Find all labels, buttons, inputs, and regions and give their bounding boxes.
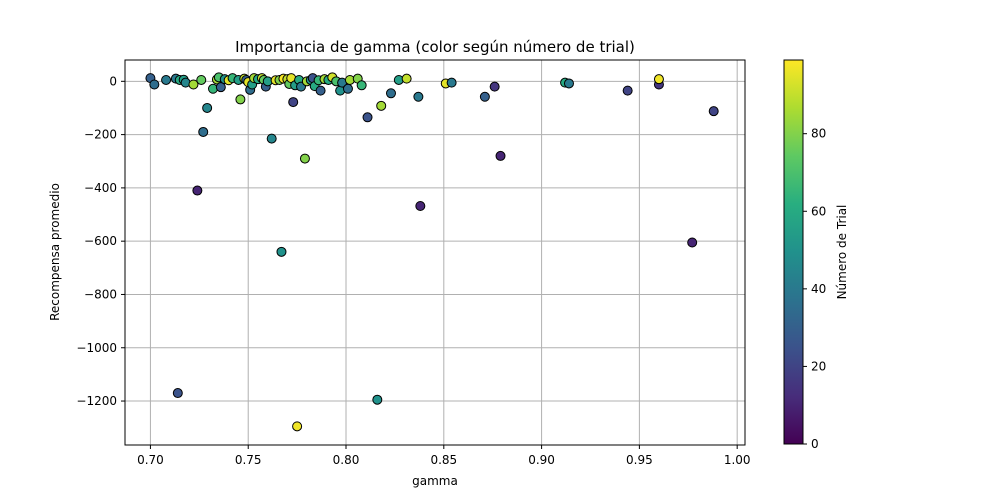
grid-lines: [125, 60, 745, 445]
x-axis-ticks: 0.70 0.75 0.80 0.85 0.90 0.95 1.00: [137, 445, 751, 467]
scatter-point: [202, 102, 213, 113]
scatter-point: [198, 126, 209, 137]
scatter-point: [172, 388, 183, 399]
scatter-point: [149, 79, 160, 90]
colorbar: 0 20 40 60 80 Número de Trial: [783, 59, 849, 451]
scatter-point: [653, 74, 664, 85]
scatter-point: [299, 153, 310, 164]
scatter-point: [708, 106, 719, 117]
y-axis-ticks: 0 −200 −400 −600 −800 −1000 −1200: [76, 74, 125, 408]
x-tick-label: 0.90: [528, 453, 555, 467]
scatter-point: [276, 246, 287, 257]
scatter-point: [356, 80, 367, 91]
colorbar-gradient: [783, 59, 804, 445]
scatter-point: [415, 201, 426, 212]
y-tick-label: −1200: [76, 394, 117, 408]
colorbar-ticks: 0 20 40 60 80: [803, 127, 826, 451]
x-tick-label: 0.95: [626, 453, 653, 467]
y-tick-label: −1000: [76, 341, 117, 355]
colorbar-tick-label: 40: [811, 282, 826, 296]
x-tick-label: 0.75: [235, 453, 262, 467]
scatter-point: [479, 91, 490, 102]
y-tick-label: −600: [84, 234, 117, 248]
y-tick-label: −200: [84, 128, 117, 142]
scatter-point: [215, 82, 226, 93]
colorbar-tick-label: 0: [811, 437, 819, 451]
scatter-point: [292, 421, 303, 432]
scatter-point: [188, 79, 199, 90]
x-tick-label: 0.85: [430, 453, 457, 467]
y-tick-label: −400: [84, 181, 117, 195]
scatter-point: [495, 150, 506, 161]
chart-title: Importancia de gamma (color según número…: [235, 38, 635, 56]
x-axis-label: gamma: [412, 474, 458, 488]
colorbar-tick-label: 80: [811, 127, 826, 141]
x-tick-label: 0.80: [333, 453, 360, 467]
x-tick-label: 1.00: [724, 453, 751, 467]
plot-frame: [124, 59, 746, 446]
scatter-point: [687, 237, 698, 248]
scatter-point: [196, 74, 207, 85]
scatter-point: [622, 85, 633, 96]
scatter-points: [145, 72, 719, 432]
colorbar-tick-label: 20: [811, 359, 826, 373]
scatter-point: [401, 73, 412, 84]
scatter-point: [315, 85, 326, 96]
scatter-point: [372, 394, 383, 405]
scatter-point: [161, 74, 172, 85]
scatter-point: [342, 83, 353, 94]
plot-area: 0.70 0.75 0.80 0.85 0.90 0.95 1.00 0 −200 −400 −6…: [76, 59, 751, 467]
scatter-point: [266, 133, 277, 144]
scatter-point: [235, 94, 246, 105]
scatter-point: [288, 97, 299, 108]
scatter-point: [413, 91, 424, 102]
scatter-point: [563, 78, 574, 89]
y-tick-label: −800: [84, 287, 117, 301]
scatter-point: [192, 185, 203, 196]
colorbar-tick-label: 60: [811, 204, 826, 218]
colorbar-label: Número de Trial: [835, 205, 849, 300]
y-axis-label: Recompensa promedio: [48, 183, 62, 321]
y-tick-label: 0: [109, 74, 117, 88]
scatter-point: [362, 112, 373, 123]
scatter-point: [489, 81, 500, 92]
scatter-point: [385, 88, 396, 99]
x-tick-label: 0.70: [137, 453, 164, 467]
scatter-point: [376, 100, 387, 111]
scatter-point: [446, 77, 457, 88]
